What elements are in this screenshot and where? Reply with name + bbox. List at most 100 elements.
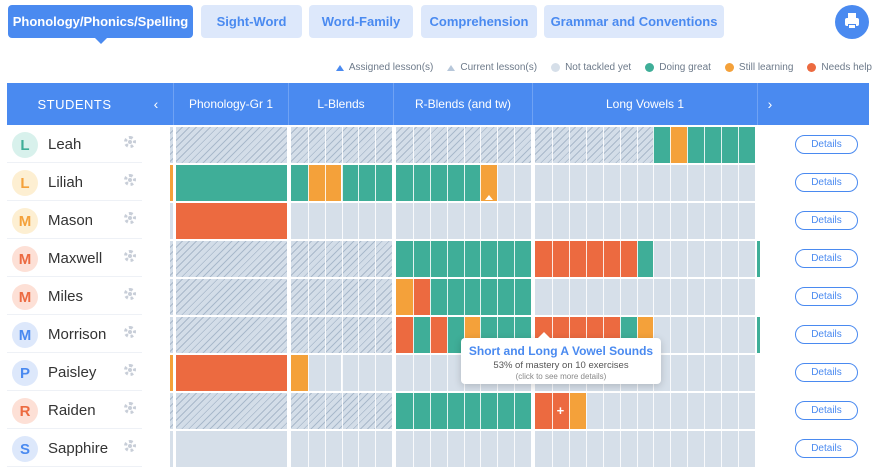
exercise-cell[interactable] — [429, 165, 447, 201]
exercise-cell[interactable] — [375, 355, 392, 391]
exercise-cell[interactable] — [551, 241, 569, 277]
exercise-cell[interactable] — [341, 355, 359, 391]
exercise-cell[interactable] — [497, 393, 515, 429]
gear-icon[interactable] — [124, 440, 136, 452]
exercise-cell[interactable] — [463, 165, 481, 201]
lesson-block-longvowels[interactable] — [535, 165, 755, 201]
student-name[interactable]: Leah — [48, 136, 82, 153]
exercise-cell[interactable] — [602, 393, 620, 429]
plus-icon[interactable]: + — [556, 403, 565, 418]
exercise-cell[interactable] — [324, 165, 342, 201]
exercise-cell[interactable] — [291, 165, 308, 201]
exercise-cell[interactable] — [568, 127, 586, 163]
exercise-cell[interactable] — [358, 165, 376, 201]
exercise-cell[interactable] — [446, 317, 464, 353]
exercise-cell[interactable] — [738, 127, 755, 163]
details-button[interactable]: Details — [795, 211, 858, 230]
student-name[interactable]: Miles — [48, 288, 84, 305]
exercise-cell[interactable] — [463, 241, 481, 277]
exercise-cell[interactable] — [670, 241, 688, 277]
exercise-cell[interactable] — [585, 127, 603, 163]
exercise-cell[interactable] — [704, 393, 722, 429]
exercise-cell[interactable] — [396, 393, 413, 429]
exercise-cell[interactable] — [429, 393, 447, 429]
exercise-cell[interactable] — [619, 127, 637, 163]
lesson-block-phonology[interactable] — [176, 393, 287, 429]
lesson-block-phonology[interactable] — [176, 203, 287, 239]
exercise-cell[interactable] — [375, 165, 392, 201]
exercise-cell[interactable] — [480, 393, 498, 429]
printer-icon[interactable] — [835, 5, 869, 39]
lesson-block-phonology[interactable] — [176, 127, 287, 163]
tab-grammar-and-conventions[interactable]: Grammar and Conventions — [544, 5, 724, 38]
exercise-cell[interactable] — [307, 355, 325, 391]
exercise-cell[interactable] — [738, 241, 755, 277]
exercise-cell[interactable] — [429, 241, 447, 277]
exercise-cell[interactable] — [341, 165, 359, 201]
student-name[interactable]: Sapphire — [48, 440, 109, 457]
details-button[interactable]: Details — [795, 363, 858, 382]
exercise-cell[interactable] — [514, 393, 531, 429]
gear-icon[interactable] — [124, 402, 136, 414]
exercise-cell[interactable] — [412, 279, 430, 315]
exercise-cell[interactable] — [396, 317, 413, 353]
exercise-cell[interactable] — [429, 317, 447, 353]
gear-icon[interactable] — [124, 326, 136, 338]
lesson-block-phonology[interactable] — [176, 241, 287, 277]
gear-icon[interactable] — [124, 136, 136, 148]
exercise-cell[interactable] — [551, 393, 569, 429]
exercise-cell[interactable] — [446, 393, 464, 429]
exercise-cell[interactable] — [687, 127, 705, 163]
exercise-cell[interactable] — [307, 165, 325, 201]
chevron-right-icon[interactable]: › — [767, 96, 773, 112]
lesson-block-longvowels[interactable] — [535, 431, 755, 467]
exercise-cell[interactable] — [358, 355, 376, 391]
exercise-cell[interactable] — [585, 241, 603, 277]
student-name[interactable]: Liliah — [48, 174, 84, 191]
details-button[interactable]: Details — [795, 135, 858, 154]
exercise-cell[interactable] — [602, 127, 620, 163]
exercise-cell[interactable] — [721, 127, 739, 163]
exercise-cell[interactable] — [602, 241, 620, 277]
exercise-cell[interactable] — [687, 317, 705, 353]
exercise-cell[interactable] — [535, 127, 552, 163]
exercise-cell[interactable] — [497, 165, 515, 201]
exercise-cell[interactable] — [412, 393, 430, 429]
exercise-cell[interactable] — [551, 127, 569, 163]
exercise-cell[interactable] — [585, 393, 603, 429]
chevron-left-icon[interactable]: ‹ — [153, 96, 159, 112]
lesson-block-longvowels[interactable] — [535, 203, 755, 239]
lesson-tooltip[interactable]: Short and Long A Vowel Sounds 53% of mas… — [461, 332, 661, 384]
exercise-cell[interactable] — [636, 241, 654, 277]
gear-icon[interactable] — [124, 364, 136, 376]
gear-icon[interactable] — [124, 250, 136, 262]
exercise-cell[interactable] — [412, 317, 430, 353]
exercise-cell[interactable] — [704, 127, 722, 163]
exercise-cell[interactable] — [670, 393, 688, 429]
details-button[interactable]: Details — [795, 401, 858, 420]
lesson-block-phonology[interactable] — [176, 165, 287, 201]
exercise-cell[interactable] — [687, 241, 705, 277]
exercise-cell[interactable] — [480, 165, 498, 201]
student-name[interactable]: Paisley — [48, 364, 97, 381]
exercise-cell[interactable] — [721, 393, 739, 429]
exercise-cell[interactable] — [480, 241, 498, 277]
exercise-cell[interactable] — [497, 279, 515, 315]
exercise-cell[interactable] — [568, 241, 586, 277]
exercise-cell[interactable] — [721, 241, 739, 277]
gear-icon[interactable] — [124, 288, 136, 300]
exercise-cell[interactable] — [670, 317, 688, 353]
exercise-cell[interactable] — [738, 317, 755, 353]
details-button[interactable]: Details — [795, 287, 858, 306]
details-button[interactable]: Details — [795, 249, 858, 268]
tab-phonology-phonics-spelling[interactable]: Phonology/Phonics/Spelling — [8, 5, 193, 44]
details-button[interactable]: Details — [795, 173, 858, 192]
gear-icon[interactable] — [124, 174, 136, 186]
exercise-cell[interactable] — [446, 279, 464, 315]
exercise-cell[interactable] — [653, 393, 671, 429]
tab-sight-word[interactable]: Sight-Word — [201, 5, 302, 38]
exercise-cell[interactable] — [446, 241, 464, 277]
exercise-cell[interactable] — [568, 393, 586, 429]
tab-comprehension[interactable]: Comprehension — [421, 5, 537, 38]
student-name[interactable]: Maxwell — [48, 250, 103, 267]
